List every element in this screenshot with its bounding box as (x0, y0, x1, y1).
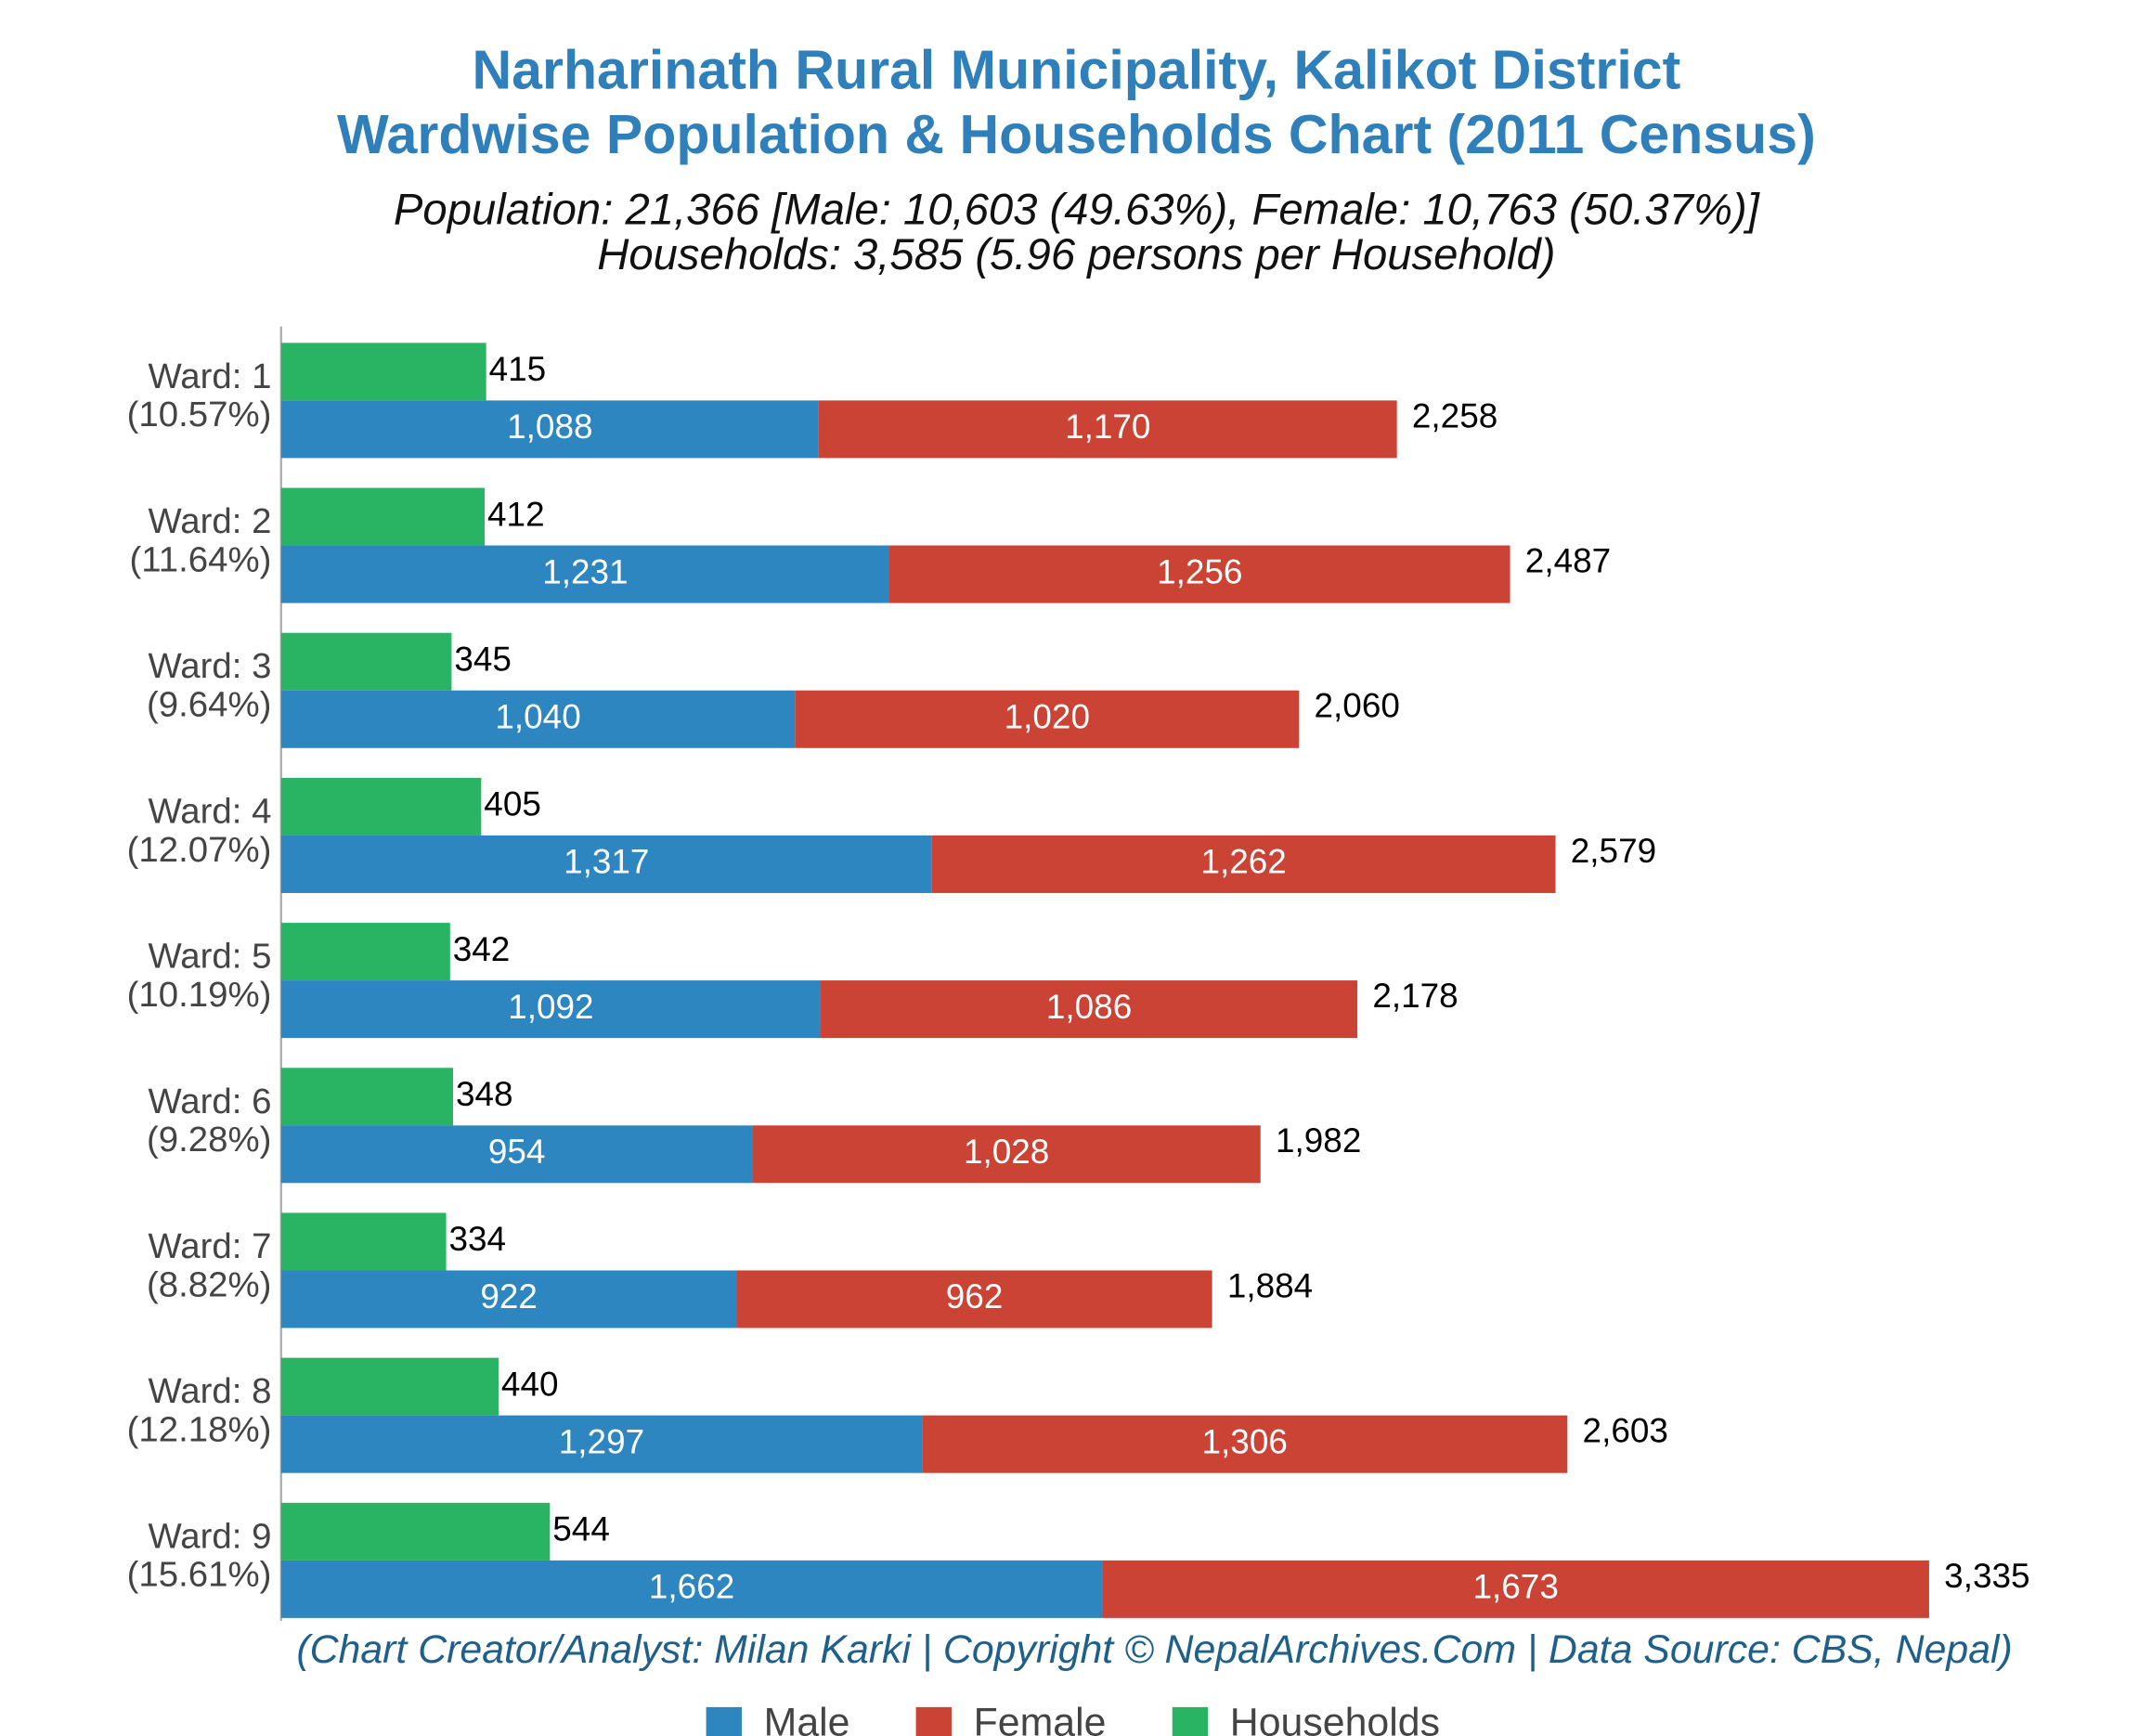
footer: (Chart Creator/Analyst: Milan Karki | Co… (296, 1627, 2013, 1672)
data-label: 342 (453, 930, 511, 968)
data-label: 1,662 (649, 1568, 734, 1606)
category-share: (12.07%) (127, 830, 272, 870)
households-bar (280, 343, 486, 401)
category-label: Ward: 9 (148, 1516, 271, 1556)
population-bar (752, 1125, 1261, 1184)
data-label: 1,092 (508, 988, 593, 1026)
households-bar (280, 632, 452, 691)
population-bar (736, 1270, 1212, 1328)
category-share: (11.64%) (129, 539, 271, 579)
total-label: 2,579 (1571, 832, 1656, 870)
category-share: (15.61%) (127, 1555, 272, 1595)
data-label: 1,088 (507, 408, 592, 446)
category-share: (12.18%) (127, 1410, 272, 1450)
data-label: 1,231 (542, 552, 628, 590)
category-label: Ward: 8 (148, 1371, 271, 1411)
total-label: 2,258 (1412, 396, 1497, 434)
households-bar (280, 1068, 454, 1126)
category-label: Ward: 3 (148, 646, 271, 686)
households-bar (280, 487, 486, 546)
data-label: 1,086 (1046, 988, 1132, 1026)
data-label: 1,673 (1472, 1568, 1558, 1606)
chart-title: Wardwise Population & Households Chart (… (337, 104, 1816, 165)
households-bar (280, 777, 482, 836)
category-label: Ward: 6 (148, 1082, 271, 1121)
population-bar (280, 545, 890, 603)
category-label: Ward: 7 (148, 1226, 271, 1266)
total-label: 2,603 (1583, 1412, 1668, 1450)
legend-label: Female (974, 1700, 1107, 1736)
data-label: 348 (456, 1075, 513, 1113)
category-share: (10.57%) (127, 395, 272, 434)
legend-label: Households (1230, 1700, 1440, 1736)
population-bar (795, 690, 1300, 748)
data-label: 544 (552, 1510, 610, 1548)
population-bar (280, 1125, 753, 1184)
category-label: Ward: 4 (148, 791, 271, 831)
category-label: Ward: 1 (148, 356, 271, 396)
data-label: 962 (946, 1277, 1004, 1315)
total-label: 1,884 (1227, 1266, 1313, 1304)
data-label: 1,262 (1200, 843, 1286, 881)
households-bar (280, 1357, 499, 1416)
data-label: 1,256 (1157, 552, 1242, 590)
category-label: Ward: 5 (148, 937, 271, 977)
data-label: 1,040 (495, 698, 580, 736)
population-bar (280, 1415, 923, 1473)
households-bar (280, 1212, 447, 1271)
legend-label: Male (764, 1700, 850, 1736)
legend-swatch (915, 1706, 952, 1736)
chart-subtitle: Population: 21,366 [Male: 10,603 (49.63%… (394, 186, 1761, 235)
population-bar (818, 400, 1397, 459)
population-bar (280, 400, 819, 459)
data-label: 1,317 (564, 843, 649, 881)
data-label: 1,297 (559, 1422, 644, 1460)
chart-subtitle: Households: 3,585 (5.96 persons per Hous… (597, 230, 1555, 279)
category-label: Ward: 2 (148, 501, 271, 541)
data-label: 922 (480, 1277, 538, 1315)
category-share: (10.19%) (127, 975, 272, 1015)
total-label: 2,178 (1372, 977, 1458, 1015)
data-label: 1,028 (964, 1133, 1049, 1171)
data-label: 1,020 (1005, 698, 1090, 736)
legend-swatch (1172, 1706, 1209, 1736)
data-label: 345 (454, 640, 512, 678)
population-bar (1102, 1560, 1929, 1618)
population-bar (889, 545, 1510, 603)
data-label: 440 (501, 1365, 559, 1403)
population-bar (280, 1270, 737, 1328)
data-label: 1,170 (1065, 408, 1150, 446)
chart-title: Narharinath Rural Municipality, Kalikot … (472, 39, 1680, 100)
category-share: (9.28%) (147, 1120, 271, 1159)
total-label: 3,335 (1944, 1557, 2029, 1595)
data-label: 412 (487, 495, 545, 533)
population-bar (280, 1560, 1103, 1618)
population-bar (922, 1415, 1568, 1473)
total-label: 2,060 (1315, 687, 1400, 725)
data-label: 954 (488, 1133, 546, 1171)
category-share: (9.64%) (147, 685, 271, 725)
total-label: 1,982 (1276, 1121, 1361, 1159)
population-bar (280, 690, 796, 748)
population-bar (931, 835, 1556, 893)
households-bar (280, 923, 450, 981)
population-bar (821, 980, 1358, 1039)
population-bar (280, 835, 932, 893)
households-bar (280, 1502, 551, 1561)
data-label: 334 (449, 1220, 507, 1258)
data-label: 415 (489, 350, 547, 388)
data-label: 405 (484, 785, 541, 823)
data-label: 1,306 (1202, 1422, 1288, 1460)
total-label: 2,487 (1525, 542, 1611, 580)
population-bar (280, 980, 822, 1039)
category-share: (8.82%) (147, 1264, 271, 1304)
legend-swatch (706, 1706, 743, 1736)
